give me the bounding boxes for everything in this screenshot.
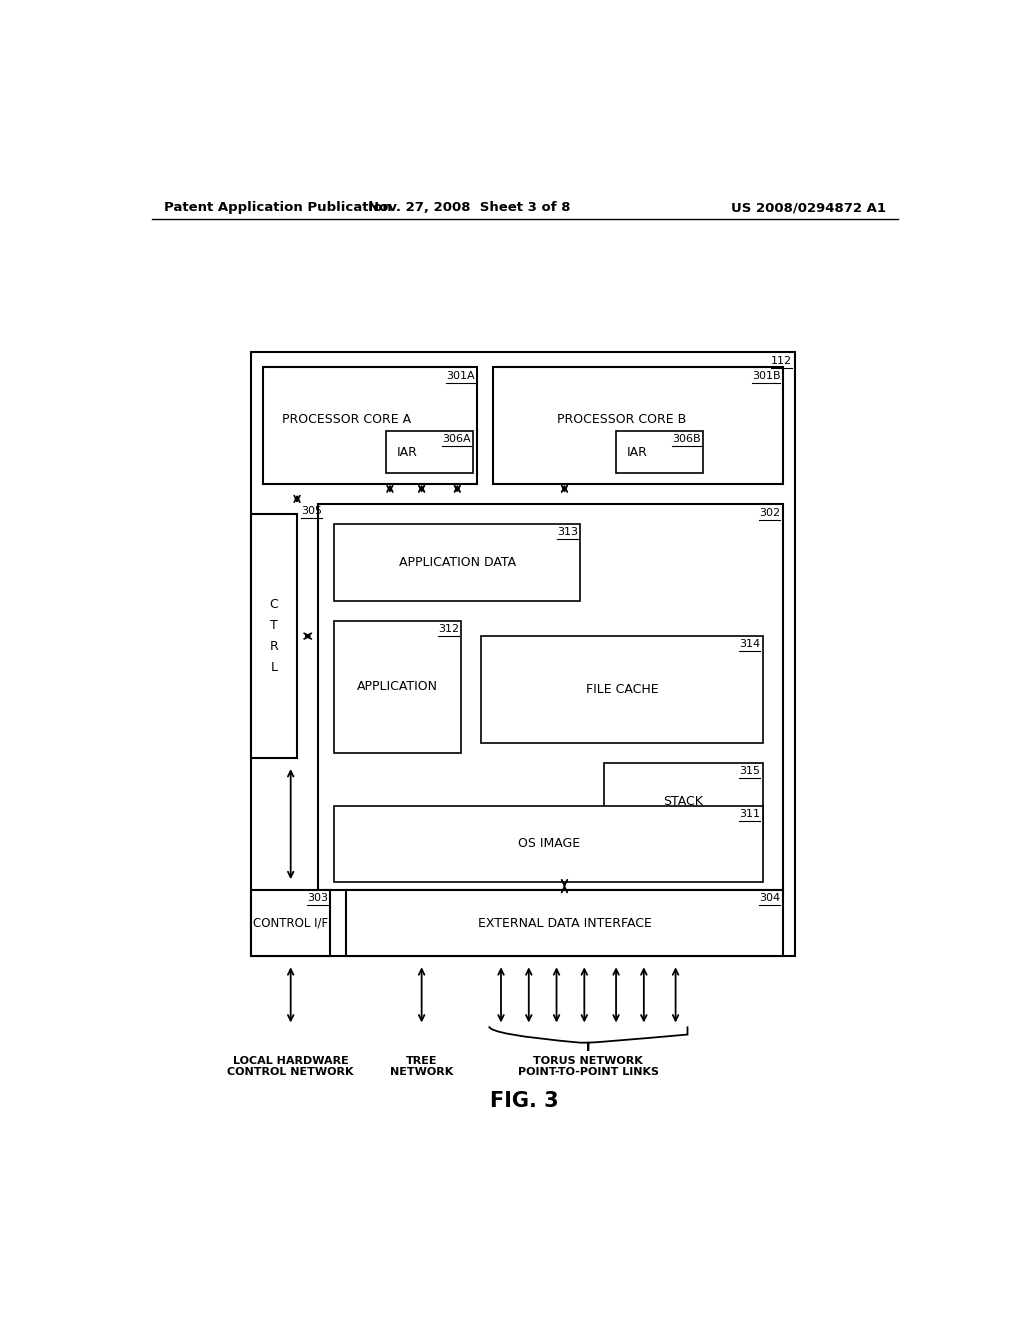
Text: TORUS NETWORK
POINT-TO-POINT LINKS: TORUS NETWORK POINT-TO-POINT LINKS [518,1056,658,1077]
Text: STACK: STACK [664,795,703,808]
Bar [263,367,477,483]
Text: 303: 303 [307,894,328,903]
Bar [334,524,581,601]
Text: 306B: 306B [673,434,701,444]
Text: US 2008/0294872 A1: US 2008/0294872 A1 [731,201,886,214]
Text: APPLICATION DATA: APPLICATION DATA [398,556,516,569]
Text: Patent Application Publication: Patent Application Publication [164,201,391,214]
Text: Nov. 27, 2008  Sheet 3 of 8: Nov. 27, 2008 Sheet 3 of 8 [368,201,570,214]
Bar [251,890,331,956]
Bar [494,367,782,483]
Text: 305: 305 [301,506,322,516]
Text: PROCESSOR CORE B: PROCESSOR CORE B [557,413,687,426]
Text: OS IMAGE: OS IMAGE [517,837,580,850]
Bar [334,620,461,752]
Text: TREE
NETWORK: TREE NETWORK [390,1056,454,1077]
Text: LOCAL HARDWARE
CONTROL NETWORK: LOCAL HARDWARE CONTROL NETWORK [227,1056,354,1077]
Text: 302: 302 [759,508,780,517]
Text: CONTROL I/F: CONTROL I/F [253,917,329,929]
Text: PROCESSOR CORE A: PROCESSOR CORE A [282,413,411,426]
Bar [251,515,297,758]
Text: IAR: IAR [397,446,418,458]
Text: FILE CACHE: FILE CACHE [586,682,658,696]
Text: 311: 311 [739,809,761,818]
Bar [251,351,795,956]
Text: IAR: IAR [627,446,648,458]
Text: APPLICATION: APPLICATION [357,680,438,693]
Text: EXTERNAL DATA INTERFACE: EXTERNAL DATA INTERFACE [477,917,651,929]
Bar [346,890,782,956]
Text: 306A: 306A [442,434,471,444]
Text: 304: 304 [759,894,780,903]
Text: 313: 313 [557,528,578,537]
Bar [334,805,763,882]
Bar [616,430,703,474]
Text: 112: 112 [771,355,793,366]
Bar [481,636,763,743]
Text: C
T
R
L: C T R L [269,598,279,675]
Text: 315: 315 [739,766,761,776]
Text: 312: 312 [438,624,459,634]
Bar [386,430,473,474]
Bar [318,504,782,890]
Text: 301A: 301A [446,371,475,381]
Text: 301B: 301B [752,371,780,381]
Text: 314: 314 [739,639,761,649]
Text: FIG. 3: FIG. 3 [490,1090,559,1110]
Bar [604,763,763,840]
